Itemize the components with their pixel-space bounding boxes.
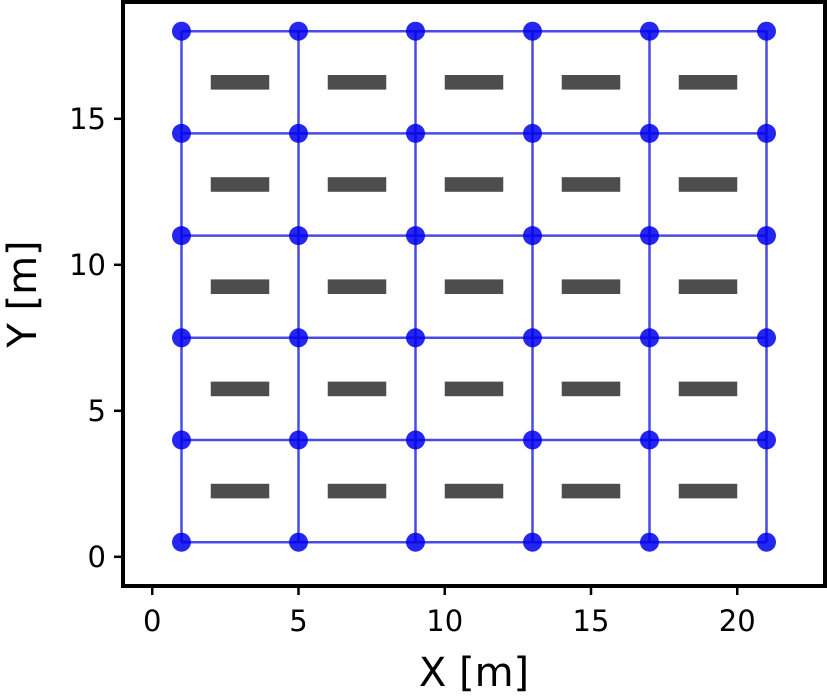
- obstacle-bar: [678, 177, 738, 192]
- obstacle-bar: [561, 75, 621, 90]
- obstacle-bar: [210, 177, 270, 192]
- x-tick-label: 15: [573, 604, 610, 638]
- obstacle-bar: [327, 177, 387, 192]
- obstacle-bar: [444, 75, 504, 90]
- obstacle-bar: [444, 279, 504, 294]
- node-point: [757, 123, 776, 143]
- node-point: [523, 226, 542, 246]
- node-point: [406, 123, 425, 143]
- obstacle-bar: [678, 483, 738, 499]
- y-tick-label: 5: [88, 394, 106, 428]
- y-tick-label: 10: [69, 248, 106, 282]
- node-point: [757, 21, 776, 41]
- obstacle-bar: [678, 279, 738, 294]
- x-tick-label: 5: [289, 604, 307, 638]
- y-tick-label: 0: [88, 540, 106, 574]
- obstacle-bar: [327, 381, 387, 397]
- node-point: [406, 328, 425, 348]
- node-point: [406, 226, 425, 246]
- x-tick-label: 0: [143, 604, 161, 638]
- node-point: [289, 226, 308, 246]
- obstacles-layer: [210, 75, 738, 499]
- node-point: [523, 328, 542, 348]
- obstacle-bar: [678, 75, 738, 90]
- node-point: [289, 123, 308, 143]
- node-point: [640, 21, 659, 41]
- obstacle-bar: [210, 75, 270, 90]
- obstacle-bar: [678, 381, 738, 397]
- x-ticks: 0 5 10 15 20: [143, 586, 756, 638]
- node-point: [523, 430, 542, 450]
- obstacle-bar: [444, 483, 504, 499]
- node-point: [289, 328, 308, 348]
- node-point: [523, 123, 542, 143]
- node-point: [172, 430, 191, 450]
- obstacle-bar: [210, 483, 270, 499]
- node-point: [172, 328, 191, 348]
- plot-frame: [121, 0, 827, 588]
- node-point: [172, 532, 191, 552]
- node-point: [406, 430, 425, 450]
- node-point: [406, 21, 425, 41]
- obstacle-bar: [444, 177, 504, 192]
- obstacle-bar: [561, 483, 621, 499]
- node-point: [172, 226, 191, 246]
- node-point: [289, 532, 308, 552]
- edges-layer: [180, 29, 768, 544]
- obstacle-bar: [561, 279, 621, 294]
- obstacle-bar: [210, 381, 270, 397]
- y-axis-label: Y [m]: [0, 240, 46, 348]
- node-point: [172, 21, 191, 41]
- node-point: [640, 430, 659, 450]
- x-axis-label: X [m]: [419, 650, 529, 696]
- node-point: [757, 328, 776, 348]
- node-point: [523, 532, 542, 552]
- node-point: [289, 430, 308, 450]
- node-point: [640, 123, 659, 143]
- node-point: [523, 21, 542, 41]
- x-tick-label: 20: [719, 604, 756, 638]
- node-point: [757, 532, 776, 552]
- nodes-layer: [172, 21, 776, 552]
- obstacle-bar: [327, 75, 387, 90]
- node-point: [640, 226, 659, 246]
- y-ticks: 0 5 10 15: [69, 102, 123, 574]
- obstacle-bar: [444, 381, 504, 397]
- x-tick-label: 10: [426, 604, 463, 638]
- obstacle-bar: [210, 279, 270, 294]
- node-point: [172, 123, 191, 143]
- node-point: [406, 532, 425, 552]
- node-point: [757, 226, 776, 246]
- obstacle-bar: [561, 381, 621, 397]
- obstacle-bar: [327, 483, 387, 499]
- obstacle-bar: [327, 279, 387, 294]
- node-point: [640, 328, 659, 348]
- node-point: [289, 21, 308, 41]
- node-point: [640, 532, 659, 552]
- obstacle-bar: [561, 177, 621, 192]
- node-point: [757, 430, 776, 450]
- y-tick-label: 15: [69, 102, 106, 136]
